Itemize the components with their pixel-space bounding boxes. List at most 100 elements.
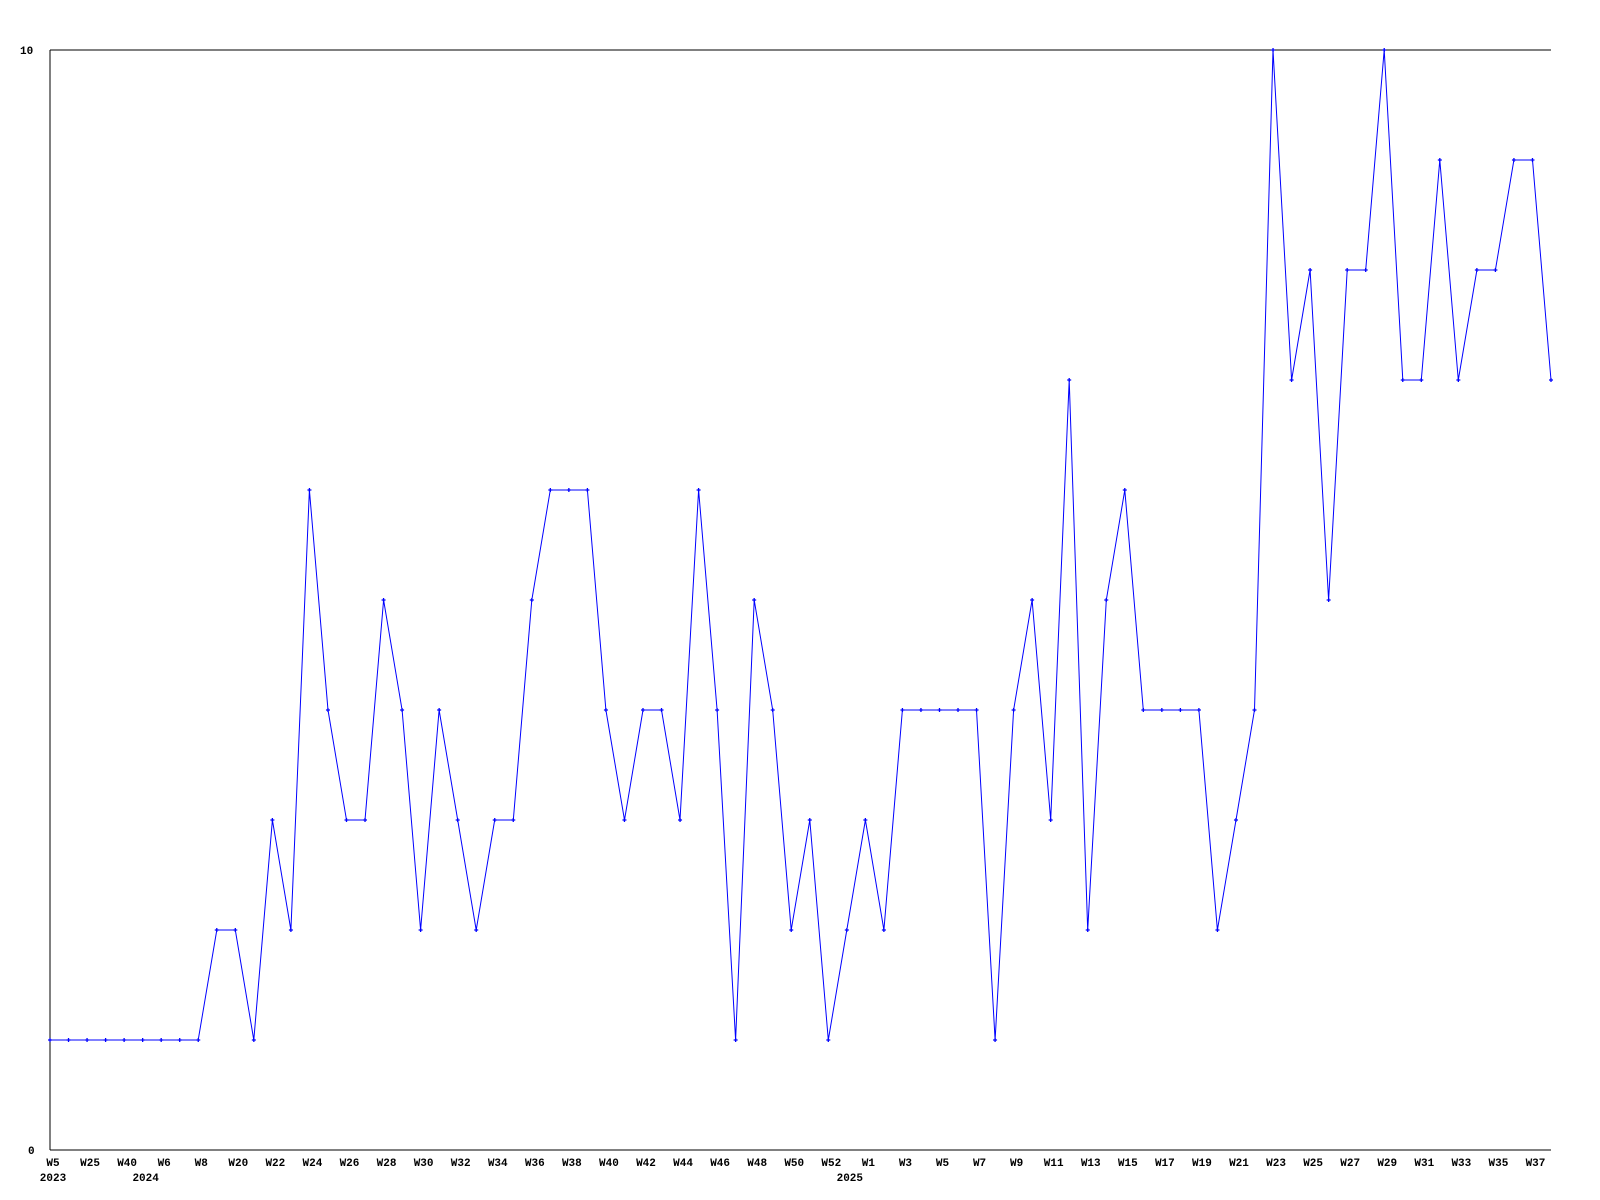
data-point [678,818,683,822]
data-point [1382,48,1387,52]
data-point [918,708,923,712]
x-tick-label: W7 [973,1158,986,1170]
data-point [85,1038,90,1042]
x-tick-label: W48 [747,1158,767,1170]
tick-labels: 0 10 W5 W25 W40 W6 W8 W20 W22 W24 W26 W28 W30 W32 W34 W… [20,46,1545,1185]
x-tick-label: W44 [673,1158,693,1170]
data-point [1215,928,1220,932]
data-point [1549,378,1553,382]
x-tick-label: W33 [1451,1158,1471,1170]
data-point [307,488,312,492]
data-point [1196,708,1201,712]
data-point [1030,598,1035,602]
data-point [1308,268,1313,272]
data-point [1271,48,1276,52]
data-point [288,928,293,932]
data-point [900,708,905,712]
data-point [881,928,886,932]
data-point [993,1038,998,1042]
data-point [381,598,386,602]
data-point [1067,378,1072,382]
data-point [103,1038,108,1042]
x-tick-label: W31 [1414,1158,1434,1170]
data-point [752,598,757,602]
data-point [1048,818,1053,822]
x-tick-label: W38 [562,1158,582,1170]
data-point [1252,708,1257,712]
data-point [400,708,405,712]
data-point [659,708,664,712]
x-tick-label: W40 [117,1158,137,1170]
data-point [566,488,571,492]
data-point [844,928,849,932]
data-point [251,1038,256,1042]
data-point [325,708,330,712]
x-tick-label: W32 [451,1158,471,1170]
data-point [492,818,497,822]
data-point [974,708,979,712]
data-point [437,708,442,712]
x-tick-label: W23 [1266,1158,1286,1170]
data-point [640,708,645,712]
data-point [344,818,349,822]
data-line [50,49,1552,1041]
data-point [715,708,720,712]
data-point [1326,598,1331,602]
x-year-label: 2023 [40,1173,67,1185]
data-point [1233,818,1238,822]
data-point [1456,378,1461,382]
data-point [603,708,608,712]
x-tick-label: W21 [1229,1158,1249,1170]
data-point [1474,268,1479,272]
x-tick-label: W17 [1155,1158,1175,1170]
data-point [548,488,553,492]
data-point [1159,708,1164,712]
data-point [826,1038,831,1042]
x-tick-label: W25 [80,1158,100,1170]
x-tick-label: W19 [1192,1158,1212,1170]
y-tick-label: 0 [28,1146,35,1158]
data-point [696,488,701,492]
data-point [159,1038,164,1042]
x-tick-label: W1 [862,1158,876,1170]
x-year-label: 2024 [132,1173,159,1185]
data-point [455,818,460,822]
x-tick-label: W8 [195,1158,209,1170]
x-tick-label: W30 [414,1158,434,1170]
data-point [789,928,794,932]
data-point [214,928,219,932]
x-tick-label: W27 [1340,1158,1360,1170]
x-tick-label: W37 [1526,1158,1546,1170]
data-point [529,598,534,602]
data-point [1345,268,1350,272]
x-tick-label: W35 [1489,1158,1509,1170]
data-point [140,1038,145,1042]
x-tick-label: W9 [1010,1158,1023,1170]
data-point [474,928,479,932]
data-point [733,1038,738,1042]
data-point [1400,378,1405,382]
x-tick-label: W15 [1118,1158,1138,1170]
x-tick-label: W40 [599,1158,619,1170]
data-point [196,1038,201,1042]
x-tick-label: W25 [1303,1158,1323,1170]
data-point [1493,268,1498,272]
x-tick-label: W22 [265,1158,285,1170]
data-point [511,818,516,822]
data-point [1011,708,1016,712]
x-tick-label: W3 [899,1158,913,1170]
data-point [48,1038,52,1042]
x-tick-label: W28 [377,1158,397,1170]
data-point [1530,158,1535,162]
x-tick-label: W13 [1081,1158,1101,1170]
x-tick-label: W36 [525,1158,545,1170]
data-point [770,708,775,712]
data-point [1104,598,1109,602]
x-tick-label: W42 [636,1158,656,1170]
data-point [1122,488,1127,492]
x-tick-label: W50 [784,1158,804,1170]
data-point [363,818,368,822]
series-line [48,48,1553,1042]
data-point [233,928,238,932]
